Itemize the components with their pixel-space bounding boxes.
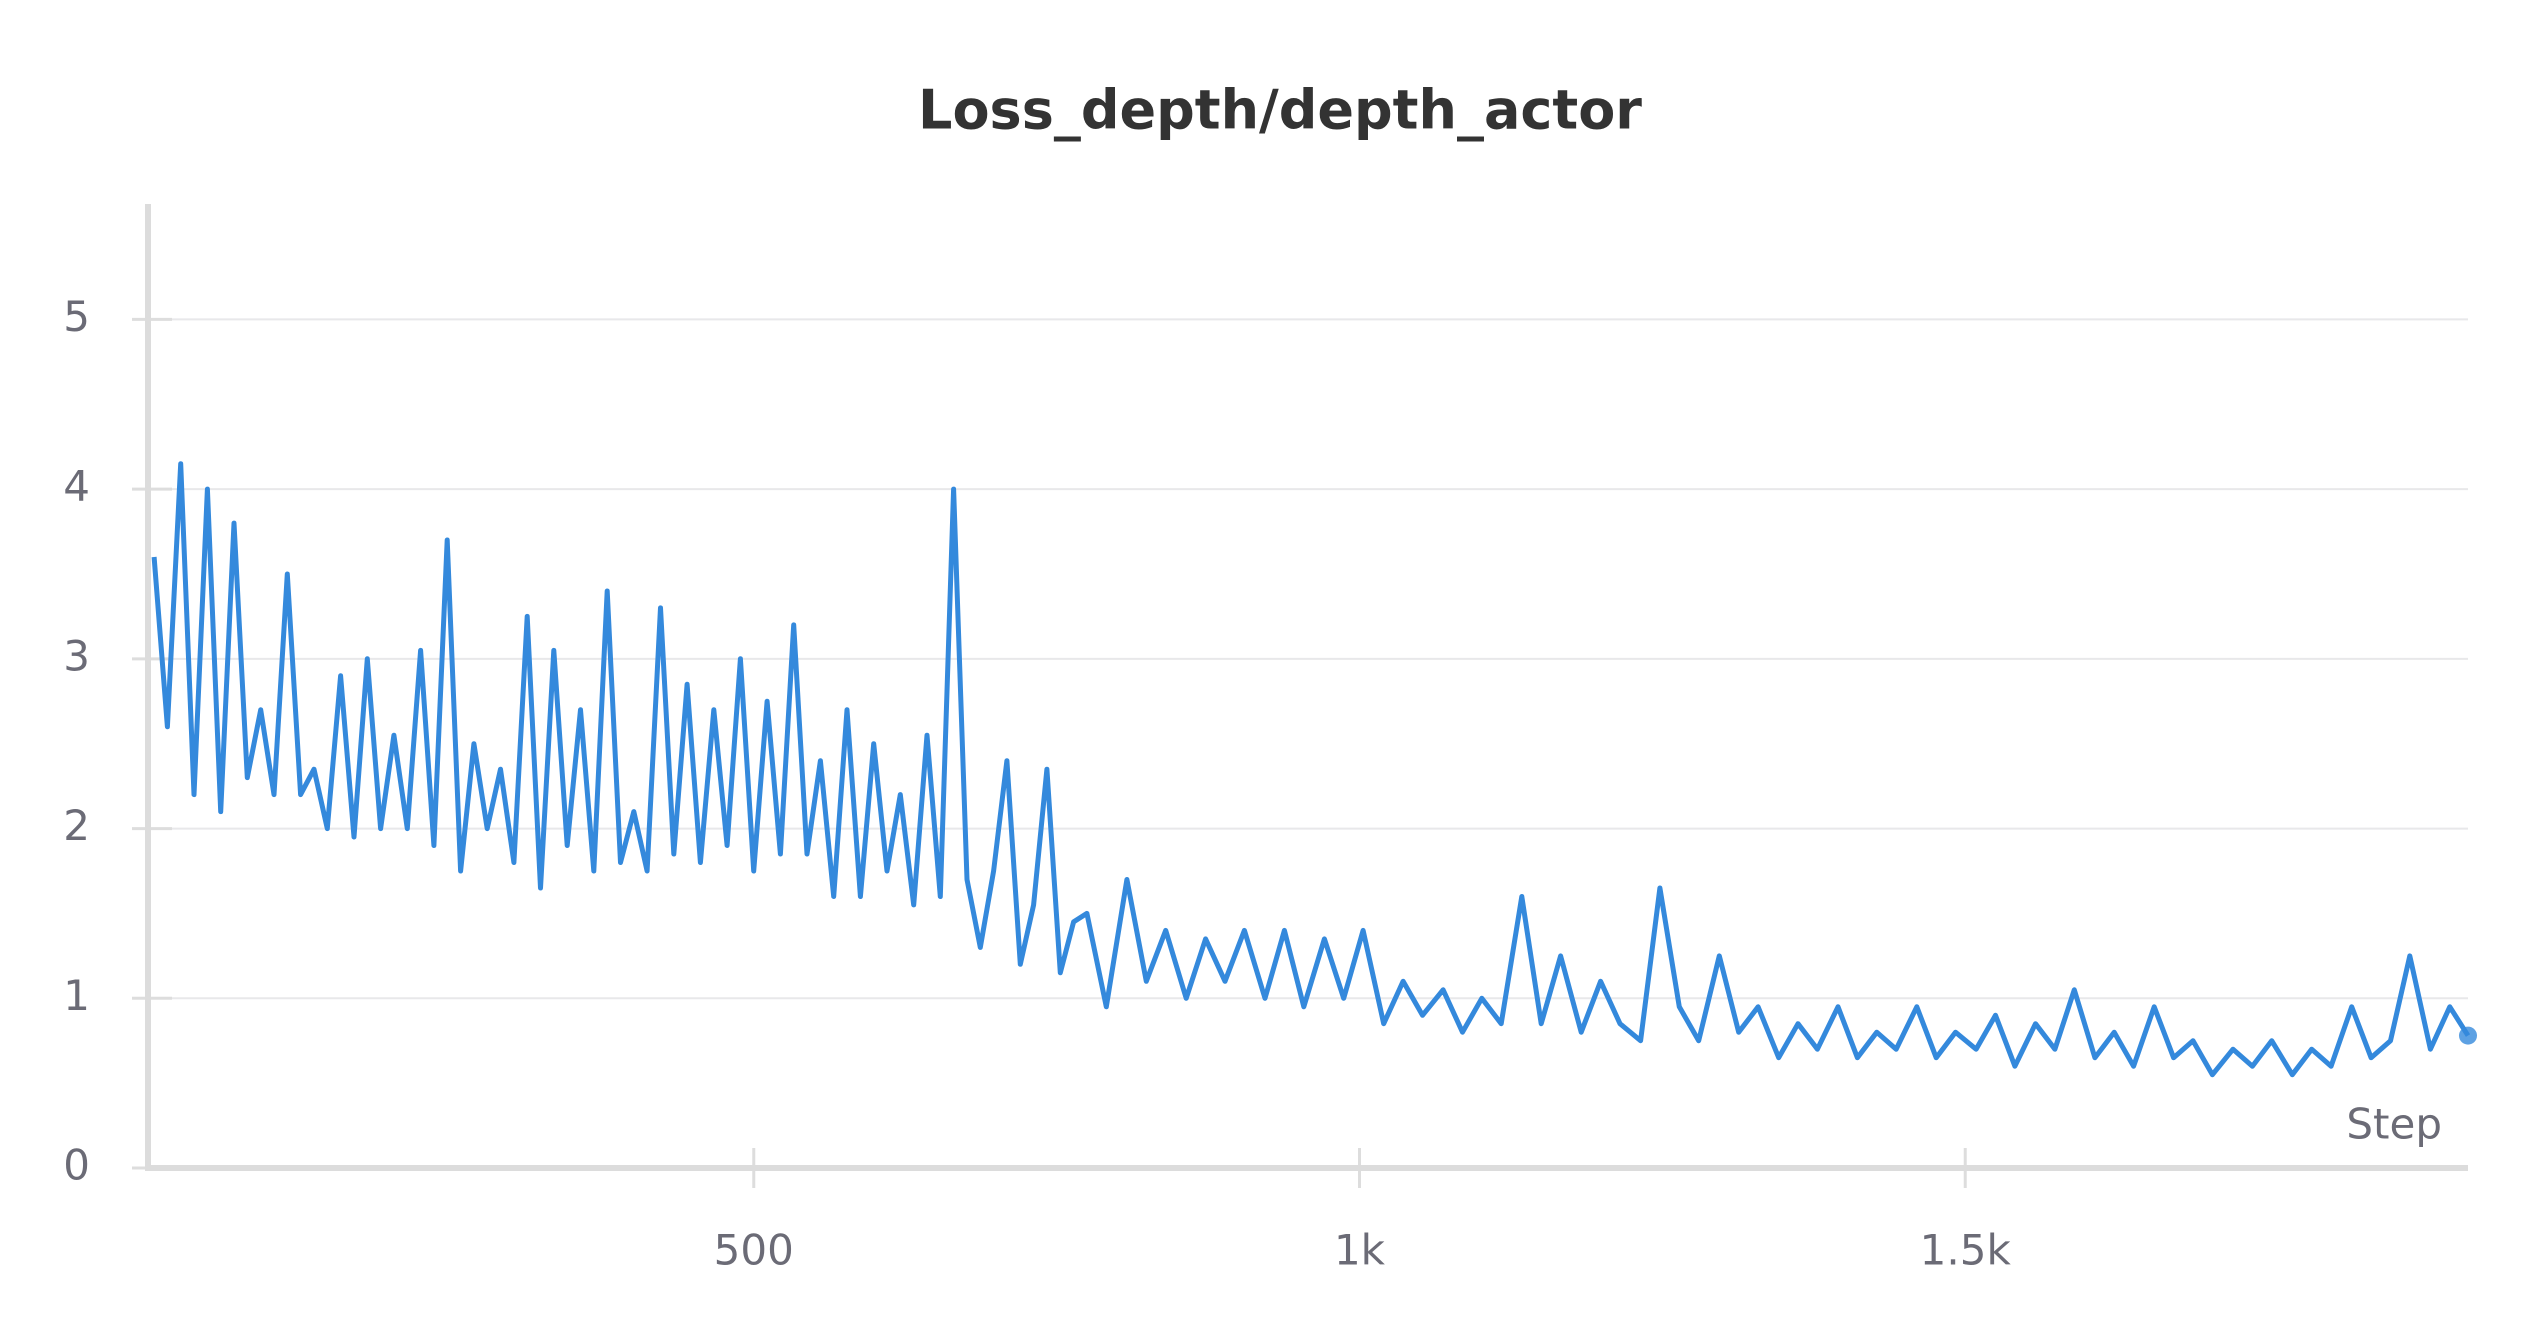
x-axis-label: Step xyxy=(2346,1100,2442,1149)
data-line xyxy=(151,461,2471,1078)
y-tick-label: 0 xyxy=(63,1141,90,1190)
y-tick-label: 5 xyxy=(63,292,90,341)
end-point xyxy=(2459,1026,2477,1045)
x-tick-label: 1k xyxy=(1334,1226,1386,1275)
chart-title: Loss_depth/depth_actor xyxy=(918,79,1642,142)
y-tick-label: 2 xyxy=(63,801,90,850)
x-tick-label: 500 xyxy=(714,1226,794,1275)
y-tick-label: 1 xyxy=(63,971,90,1020)
y-tick-label: 4 xyxy=(63,462,90,511)
x-tick-label: 1.5k xyxy=(1920,1226,2012,1275)
y-tick-label: 3 xyxy=(63,631,90,680)
